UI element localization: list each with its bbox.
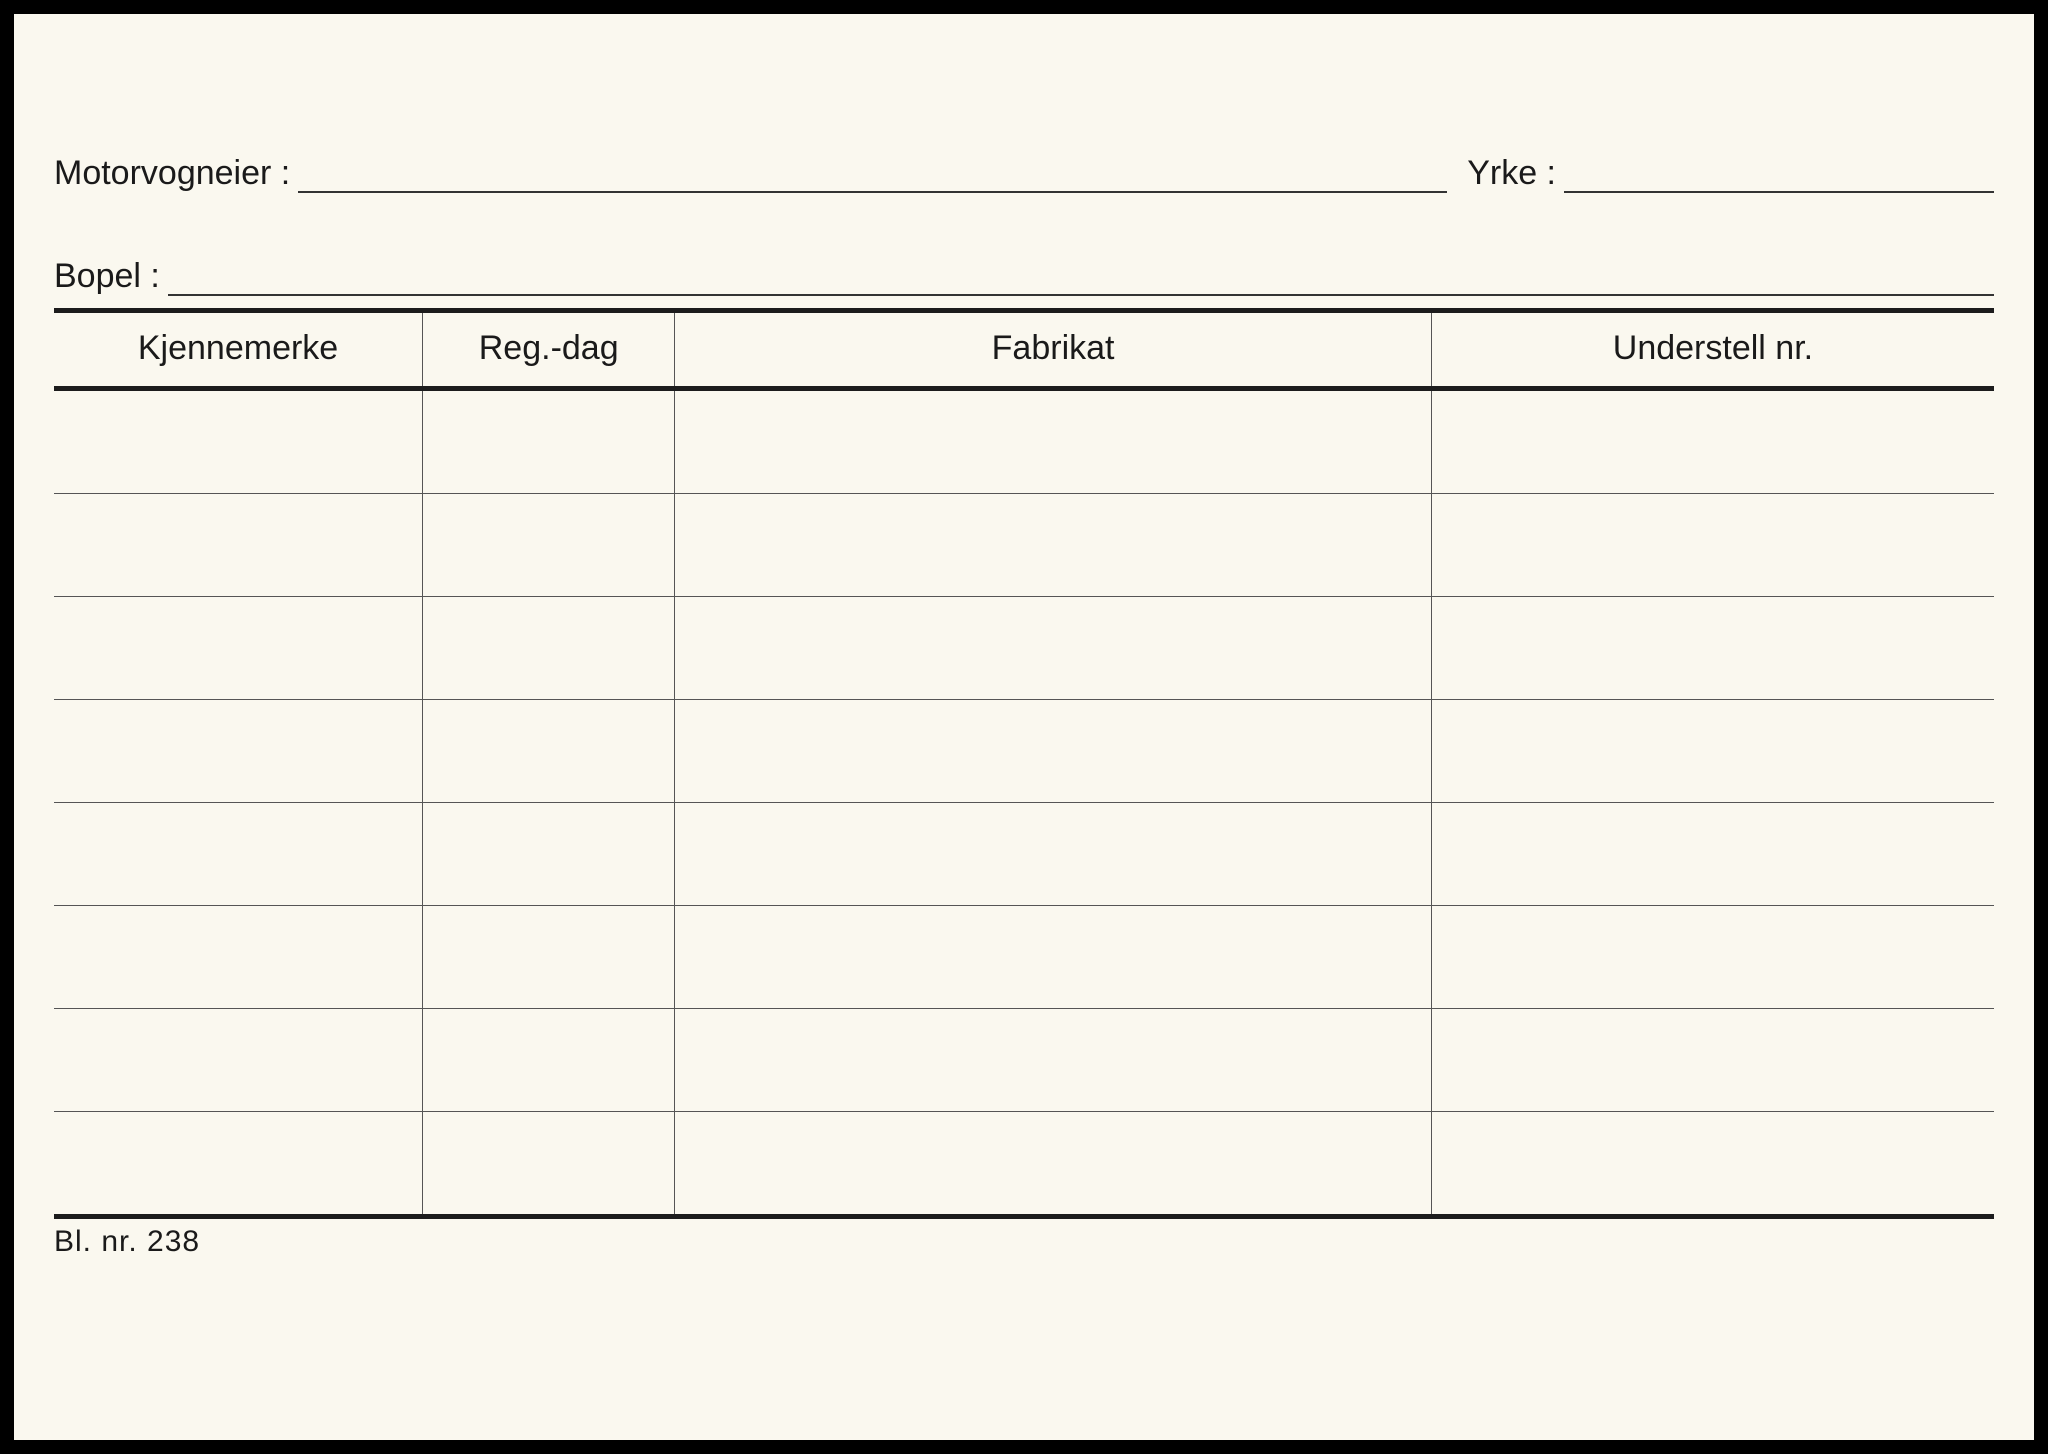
vehicle-table: Kjennemerke Reg.-dag Fabrikat Understell… [54,308,1994,1219]
cell [423,906,675,1009]
cell [54,389,423,494]
table-row [54,1009,1994,1112]
cell [675,1009,1432,1112]
table-row [54,1112,1994,1217]
residence-value-line [168,264,1994,296]
col-understell-nr: Understell nr. [1431,311,1994,389]
cell [54,906,423,1009]
table-body [54,389,1994,1217]
cell [675,906,1432,1009]
cell [423,494,675,597]
cell [54,494,423,597]
cell [54,803,423,906]
cell [1431,1112,1994,1217]
cell [54,597,423,700]
cell [675,389,1432,494]
owner-label: Motorvogneier : [54,154,290,193]
cell [54,700,423,803]
cell [54,1112,423,1217]
owner-value-line [298,161,1447,193]
residence-label: Bopel : [54,257,160,296]
table-row [54,597,1994,700]
cell [1431,597,1994,700]
col-fabrikat: Fabrikat [675,311,1432,389]
cell [423,1009,675,1112]
cell [1431,700,1994,803]
cell [675,700,1432,803]
cell [423,700,675,803]
cell [675,803,1432,906]
cell [675,494,1432,597]
cell [54,1009,423,1112]
cell [423,1112,675,1217]
cell [675,1112,1432,1217]
table-row [54,700,1994,803]
cell [423,389,675,494]
col-kjennemerke: Kjennemerke [54,311,423,389]
cell [1431,494,1994,597]
table-row [54,389,1994,494]
cell [423,597,675,700]
table-header-row: Kjennemerke Reg.-dag Fabrikat Understell… [54,311,1994,389]
table-row [54,906,1994,1009]
document-card: Motorvogneier : Yrke : Bopel : Kjennemer… [14,14,2034,1440]
cell [423,803,675,906]
cell [1431,906,1994,1009]
col-reg-dag: Reg.-dag [423,311,675,389]
cell [1431,1009,1994,1112]
cell [1431,803,1994,906]
content-area: Motorvogneier : Yrke : Bopel : Kjennemer… [54,154,1994,1400]
cell [675,597,1432,700]
occupation-value-line [1564,161,1994,193]
cell [1431,389,1994,494]
table-row [54,494,1994,597]
residence-row: Bopel : [54,257,1994,296]
form-number: Bl. nr. 238 [54,1225,1994,1259]
occupation-label: Yrke : [1467,154,1556,193]
table-row [54,803,1994,906]
owner-occupation-row: Motorvogneier : Yrke : [54,154,1994,193]
